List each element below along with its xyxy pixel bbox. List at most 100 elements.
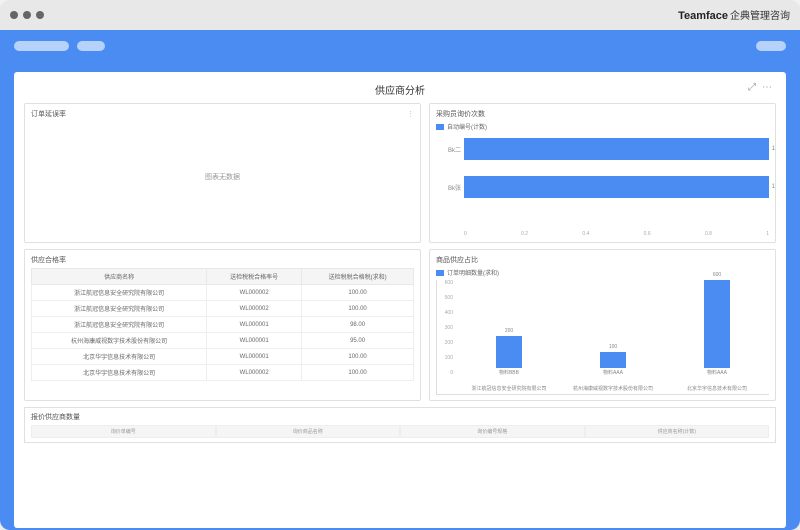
vbar-xlabel: 杭州海康威视数字技术股份有限公司 bbox=[573, 387, 653, 393]
brand-label: Teamface企典管理咨询 bbox=[678, 6, 790, 24]
td: 北京华宇信息技术有限公司 bbox=[32, 349, 207, 365]
td: WL000002 bbox=[207, 365, 302, 381]
card-order-rate: 订单延误率 ⋮ 图表无数据 bbox=[24, 103, 421, 243]
td: 98.00 bbox=[302, 317, 414, 333]
content-panel: 供应商分析 ⤢ ⋯ 订单延误率 ⋮ 图表无数据 采购员询价次 bbox=[14, 72, 786, 528]
nav-pill[interactable] bbox=[77, 41, 105, 51]
pass-rate-table: 供应商名称 送检税税合格率号 送检税税合格税(求和) 浙江航冠信息安全研究院有限… bbox=[31, 268, 414, 381]
td: 100.00 bbox=[302, 349, 414, 365]
close-dot[interactable] bbox=[10, 11, 18, 19]
vbar-xlabel: 北京华宇信息技术有限公司 bbox=[677, 387, 757, 393]
tick: 300 bbox=[435, 325, 453, 331]
legend-label: 自动编号(计数) bbox=[447, 122, 487, 131]
vbar-bar: 200 bbox=[496, 336, 522, 368]
hbar-bar: 1 bbox=[464, 176, 769, 198]
more-icon[interactable]: ⋯ bbox=[762, 82, 772, 93]
card-title-text: 供应合格率 bbox=[31, 255, 66, 265]
page-title: 供应商分析 ⤢ ⋯ bbox=[24, 78, 776, 103]
expand-icon[interactable]: ⤢ bbox=[748, 82, 756, 93]
brand-sub: 企典管理咨询 bbox=[730, 11, 790, 22]
card-pass-rate: 供应合格率 供应商名称 送检税税合格率号 送检税税合格税(求和) 浙江航冠信息安… bbox=[24, 249, 421, 401]
window-controls[interactable] bbox=[10, 11, 44, 19]
legend-swatch bbox=[436, 124, 444, 130]
tick: 0.6 bbox=[644, 231, 651, 237]
vbar-series: 物料BBB bbox=[499, 369, 519, 376]
td: WL000001 bbox=[207, 317, 302, 333]
hbar-label: Bk张 bbox=[436, 183, 461, 192]
tick: 1 bbox=[766, 231, 769, 237]
vbar-series: 物料AAA bbox=[707, 369, 727, 376]
table-row[interactable]: 浙江航冠信息安全研究院有限公司WL00000198.00 bbox=[32, 317, 414, 333]
vbar-bar: 100 bbox=[600, 352, 626, 368]
empty-text: 图表无数据 bbox=[205, 172, 240, 182]
legend-swatch bbox=[436, 270, 444, 276]
table-row[interactable]: 北京华宇信息技术有限公司WL000002100.00 bbox=[32, 365, 414, 381]
table-row[interactable]: 北京华宇信息技术有限公司WL000001100.00 bbox=[32, 349, 414, 365]
table-row[interactable]: 杭州海康威视数字技术股份有限公司WL00000195.00 bbox=[32, 333, 414, 349]
td: WL000001 bbox=[207, 333, 302, 349]
td: 浙江航冠信息安全研究院有限公司 bbox=[32, 301, 207, 317]
tick: 100 bbox=[435, 355, 453, 361]
vbar-y-axis: 600 500 400 300 200 100 0 bbox=[435, 280, 453, 376]
browser-chrome: Teamface企典管理咨询 bbox=[0, 0, 800, 30]
browser-frame: Teamface企典管理咨询 供应商分析 ⤢ ⋯ 订单延误率 ⋮ bbox=[0, 0, 800, 530]
vbar-value: 100 bbox=[600, 344, 626, 350]
td: 100.00 bbox=[302, 285, 414, 301]
page-title-text: 供应商分析 bbox=[375, 86, 425, 97]
legend-label: 订单明细数量(求和) bbox=[447, 268, 499, 277]
table-row[interactable]: 浙江航冠信息安全研究院有限公司WL000002100.00 bbox=[32, 301, 414, 317]
hbar-x-axis: 0 0.2 0.4 0.6 0.8 1 bbox=[436, 231, 769, 237]
vbar-group: 600物料AAA北京华宇信息技术有限公司 bbox=[665, 280, 769, 376]
hbar-row: Bk张 1 bbox=[464, 172, 769, 202]
card-title-text: 报价供应商数量 bbox=[31, 412, 769, 422]
hbar-value: 1 bbox=[772, 184, 775, 190]
page-body: 供应商分析 ⤢ ⋯ 订单延误率 ⋮ 图表无数据 采购员询价次 bbox=[0, 62, 800, 530]
td: WL000001 bbox=[207, 349, 302, 365]
nav-pill[interactable] bbox=[14, 41, 69, 51]
top-nav-bar bbox=[0, 30, 800, 62]
td: WL000002 bbox=[207, 301, 302, 317]
nav-pill-right[interactable] bbox=[756, 41, 786, 51]
vbar-chart: 600 500 400 300 200 100 0 200物料BBB浙江航冠信息… bbox=[436, 280, 769, 395]
hbar-value: 1 bbox=[772, 146, 775, 152]
hbar-chart: Bk二 1 Bk张 1 bbox=[436, 134, 769, 229]
tick: 600 bbox=[435, 280, 453, 286]
card-title-text: 采购员询价次数 bbox=[436, 109, 485, 119]
th: 询价商品名称 bbox=[216, 425, 401, 438]
card-quote-count: 报价供应商数量 询价单编号 询价商品名称 询价编号规格 供应商名称(计数) bbox=[24, 407, 776, 443]
hbar-row: Bk二 1 bbox=[464, 134, 769, 164]
vbar-group: 200物料BBB浙江航冠信息安全研究院有限公司 bbox=[457, 280, 561, 376]
td: 100.00 bbox=[302, 301, 414, 317]
chart-legend: 自动编号(计数) bbox=[436, 122, 769, 131]
th: 送检税税合格税(求和) bbox=[302, 269, 414, 285]
tick: 200 bbox=[435, 340, 453, 346]
quote-headers: 询价单编号 询价商品名称 询价编号规格 供应商名称(计数) bbox=[31, 425, 769, 438]
card-title-text: 订单延误率 bbox=[31, 109, 66, 119]
card-menu-icon[interactable]: ⋮ bbox=[407, 110, 414, 118]
th: 送检税税合格率号 bbox=[207, 269, 302, 285]
hbar-bar: 1 bbox=[464, 138, 769, 160]
th: 供应商名称(计数) bbox=[585, 425, 770, 438]
tick: 0 bbox=[435, 370, 453, 376]
tick: 0.2 bbox=[521, 231, 528, 237]
th: 询价编号规格 bbox=[400, 425, 585, 438]
max-dot[interactable] bbox=[36, 11, 44, 19]
title-actions: ⤢ ⋯ bbox=[748, 82, 772, 93]
tick: 0.8 bbox=[705, 231, 712, 237]
brand-name: Teamface bbox=[678, 10, 728, 22]
card-title-text: 商品供应占比 bbox=[436, 255, 478, 265]
td: 北京华宇信息技术有限公司 bbox=[32, 365, 207, 381]
table-row[interactable]: 浙江航冠信息安全研究院有限公司WL000002100.00 bbox=[32, 285, 414, 301]
tick: 500 bbox=[435, 295, 453, 301]
vbar-xlabel: 浙江航冠信息安全研究院有限公司 bbox=[469, 387, 549, 393]
td: 95.00 bbox=[302, 333, 414, 349]
vbar-value: 600 bbox=[704, 272, 730, 278]
hbar-label: Bk二 bbox=[436, 145, 461, 154]
card-supply-ratio: 商品供应占比 订单明细数量(求和) 600 500 400 300 200 10… bbox=[429, 249, 776, 401]
vbar-group: 100物料AAA杭州海康威视数字技术股份有限公司 bbox=[561, 280, 665, 376]
tick: 0.4 bbox=[582, 231, 589, 237]
min-dot[interactable] bbox=[23, 11, 31, 19]
td: 100.00 bbox=[302, 365, 414, 381]
td: WL000002 bbox=[207, 285, 302, 301]
card-purchase-count: 采购员询价次数 自动编号(计数) Bk二 1 Bk张 bbox=[429, 103, 776, 243]
